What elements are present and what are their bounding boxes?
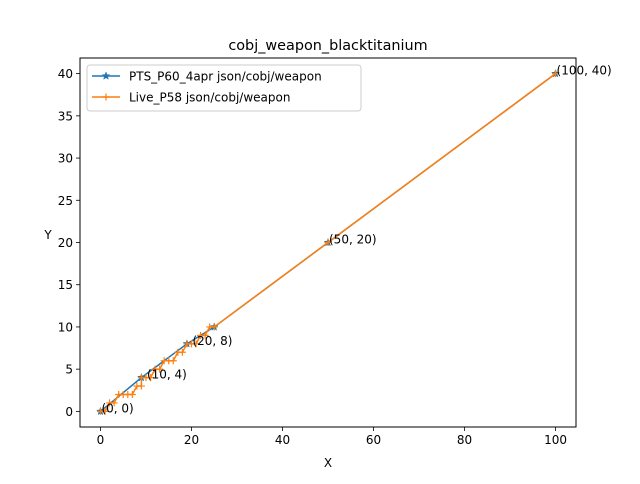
data-point bbox=[110, 399, 118, 407]
y-tick-label: 35 bbox=[58, 109, 73, 123]
legend-label: PTS_P60_4apr json/cobj/weapon bbox=[129, 70, 322, 84]
data-point bbox=[192, 340, 200, 348]
x-tick-label: 60 bbox=[366, 433, 381, 447]
y-tick-label: 20 bbox=[58, 236, 73, 250]
data-label: (20, 8) bbox=[192, 334, 232, 348]
legend-box bbox=[86, 64, 362, 112]
data-point bbox=[324, 239, 332, 246]
data-label: (10, 4) bbox=[147, 368, 187, 382]
data-point bbox=[169, 357, 177, 365]
legend-label: Live_P58 json/cobj/weapon bbox=[129, 91, 290, 105]
y-tick-label: 15 bbox=[58, 278, 73, 292]
data-point bbox=[552, 70, 560, 78]
x-tick-label: 0 bbox=[97, 433, 105, 447]
data-label: (100, 40) bbox=[557, 64, 612, 78]
annotations: (0, 0) (10, 4) (20, 8) (50, 20) (100, 40) bbox=[101, 64, 611, 416]
x-tick-label: 80 bbox=[457, 433, 472, 447]
series-2 bbox=[96, 70, 560, 415]
data-point bbox=[156, 365, 164, 373]
x-axis: 0 20 40 60 80 100 bbox=[97, 427, 567, 447]
data-label: (50, 20) bbox=[329, 233, 377, 247]
y-tick-label: 30 bbox=[58, 152, 73, 166]
data-point bbox=[147, 374, 155, 382]
data-point bbox=[210, 323, 218, 331]
y-axis-label: Y bbox=[43, 228, 52, 242]
legend: PTS_P60_4apr json/cobj/weapon Live_P58 js… bbox=[86, 64, 362, 112]
data-point bbox=[101, 407, 109, 415]
x-axis-label: X bbox=[324, 456, 332, 470]
data-point bbox=[137, 382, 145, 390]
data-point bbox=[178, 348, 186, 356]
legend-swatch-marker bbox=[101, 71, 111, 80]
y-axis: 0 5 10 15 20 25 30 35 40 bbox=[58, 67, 80, 419]
data-point bbox=[128, 390, 136, 398]
y-tick-label: 40 bbox=[58, 67, 73, 81]
data-point bbox=[201, 331, 209, 339]
chart-title: cobj_weapon_blacktitanium bbox=[228, 38, 427, 54]
y-tick-label: 25 bbox=[58, 194, 73, 208]
legend-swatch-marker bbox=[102, 93, 110, 101]
x-tick-label: 20 bbox=[184, 433, 199, 447]
data-label: (0, 0) bbox=[101, 401, 133, 415]
y-tick-label: 5 bbox=[65, 363, 73, 377]
plot-area: (0, 0) (10, 4) (20, 8) (50, 20) (100, 40) bbox=[96, 64, 612, 416]
x-tick-label: 40 bbox=[275, 433, 290, 447]
y-tick-label: 0 bbox=[65, 405, 73, 419]
x-tick-label: 100 bbox=[544, 433, 567, 447]
y-tick-label: 10 bbox=[58, 320, 73, 334]
